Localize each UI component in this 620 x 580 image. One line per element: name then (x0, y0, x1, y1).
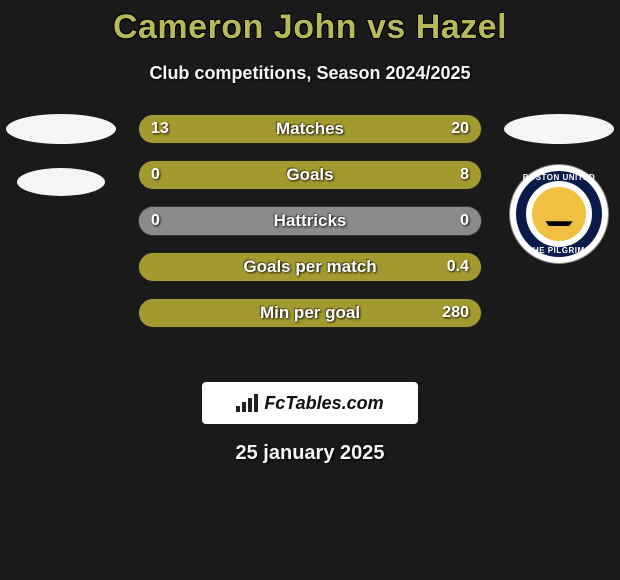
bar-fill-right (272, 115, 481, 143)
badge-ellipse-icon (6, 114, 116, 144)
badge-text-bottom: THE PILGRIMS (510, 246, 608, 255)
badge-text-top: BOSTON UNITED (510, 173, 608, 182)
stat-row: 1320Matches (138, 114, 482, 144)
watermark-label: FcTables.com (264, 393, 383, 414)
stat-bars: 1320Matches 08Goals 00Hattricks 0.4Goals pe… (138, 114, 482, 344)
right-team-badge: BOSTON UNITED THE PILGRIMS (504, 114, 614, 264)
stat-row: 280Min per goal (138, 298, 482, 328)
bar-chart-icon (236, 394, 258, 412)
stat-row: 0.4Goals per match (138, 252, 482, 282)
date-label: 25 january 2025 (0, 442, 620, 465)
bar-fill-right (153, 161, 481, 189)
stat-row: 00Hattricks (138, 206, 482, 236)
comparison-card: Cameron John vs Hazel Club competitions,… (0, 0, 620, 465)
page-title: Cameron John vs Hazel (0, 8, 620, 47)
boston-united-badge-icon: BOSTON UNITED THE PILGRIMS (509, 164, 609, 264)
bar-fill-left (139, 161, 153, 189)
bar-fill-left (139, 115, 272, 143)
stat-row: 08Goals (138, 160, 482, 190)
bar-fill-right (139, 253, 481, 281)
subtitle: Club competitions, Season 2024/2025 (0, 63, 620, 84)
badge-ellipse-icon (504, 114, 614, 144)
chart-area: BOSTON UNITED THE PILGRIMS 1320Matches 08… (0, 114, 620, 374)
bar-fill-left (139, 207, 310, 235)
bar-fill-right (139, 299, 481, 327)
bar-fill-right (310, 207, 481, 235)
badge-ellipse-icon (17, 168, 105, 196)
left-team-badge (6, 114, 116, 196)
watermark: FcTables.com (202, 382, 418, 424)
